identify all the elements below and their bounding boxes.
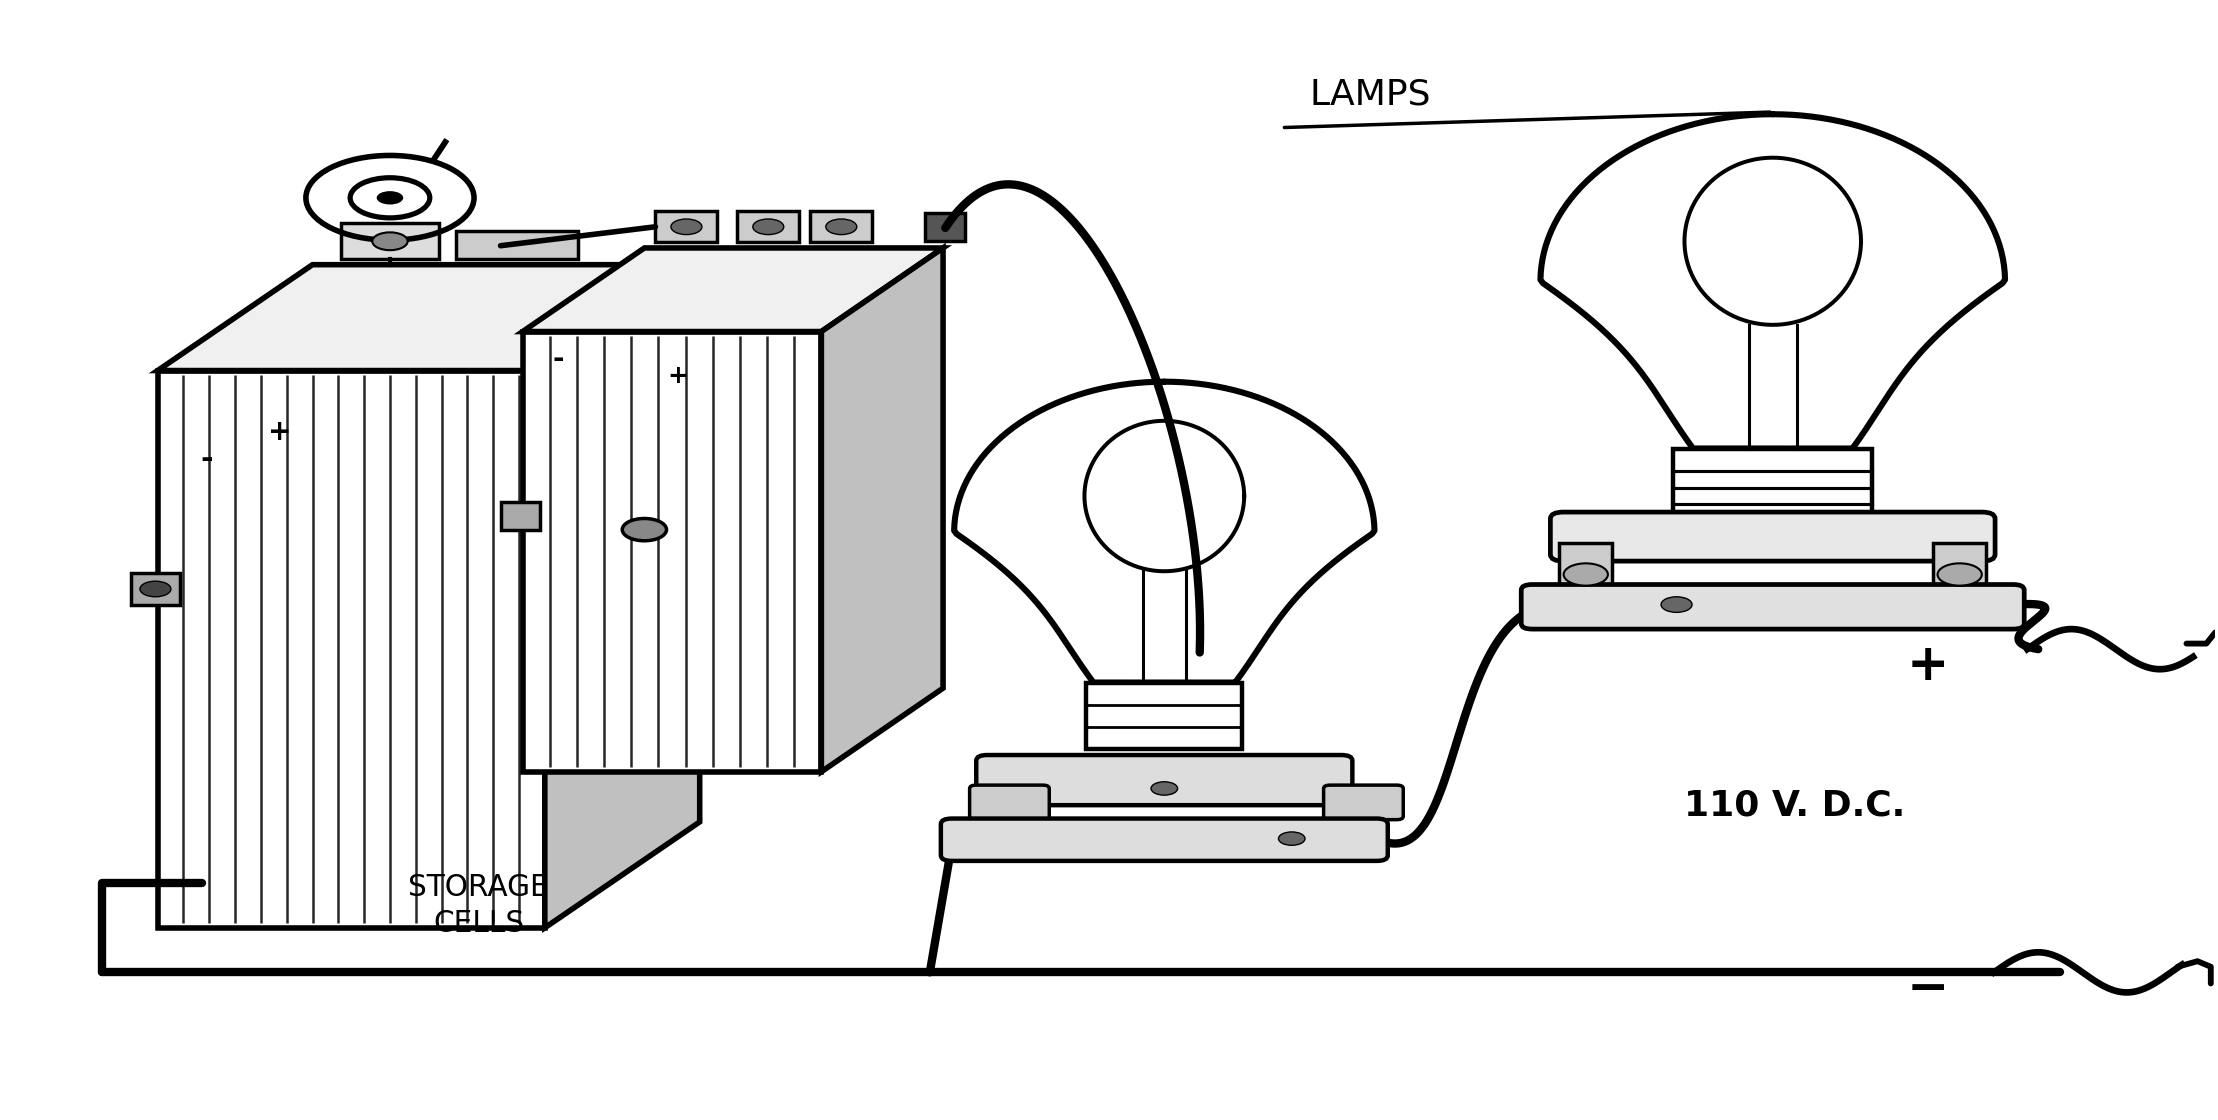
FancyBboxPatch shape xyxy=(1324,785,1404,820)
Circle shape xyxy=(373,232,408,250)
FancyBboxPatch shape xyxy=(969,785,1049,820)
Circle shape xyxy=(140,581,171,597)
Text: 110 V. D.C.: 110 V. D.C. xyxy=(1683,788,1905,822)
Circle shape xyxy=(1278,832,1304,846)
Polygon shape xyxy=(821,248,943,772)
Text: LAMPS: LAMPS xyxy=(1309,77,1431,111)
Circle shape xyxy=(535,233,579,255)
Circle shape xyxy=(623,519,668,541)
Circle shape xyxy=(1939,563,1983,586)
FancyBboxPatch shape xyxy=(1550,512,1994,561)
Polygon shape xyxy=(523,248,943,332)
Text: -: - xyxy=(200,446,213,474)
Text: +: + xyxy=(1907,641,1950,691)
Bar xyxy=(1559,543,1612,588)
Circle shape xyxy=(377,192,404,205)
Circle shape xyxy=(1151,782,1178,795)
Circle shape xyxy=(670,220,701,234)
Bar xyxy=(342,223,439,259)
Circle shape xyxy=(1564,563,1608,586)
Polygon shape xyxy=(546,264,699,927)
FancyBboxPatch shape xyxy=(1522,585,2025,629)
Bar xyxy=(736,212,798,242)
Circle shape xyxy=(825,220,856,234)
Bar xyxy=(1087,682,1242,749)
Text: −: − xyxy=(1907,964,1950,1014)
Bar xyxy=(925,214,965,241)
Bar xyxy=(657,212,716,242)
Polygon shape xyxy=(523,332,821,772)
Bar xyxy=(1672,448,1872,521)
Text: +: + xyxy=(668,364,688,389)
Text: -: - xyxy=(552,345,563,373)
FancyBboxPatch shape xyxy=(976,755,1353,805)
Bar xyxy=(457,231,579,259)
Polygon shape xyxy=(157,264,699,371)
Text: STORAGE
CELLS: STORAGE CELLS xyxy=(408,872,548,937)
Circle shape xyxy=(752,220,783,234)
Bar xyxy=(501,502,541,530)
FancyBboxPatch shape xyxy=(940,819,1388,861)
Text: +: + xyxy=(268,418,291,446)
Bar xyxy=(810,212,872,242)
Bar xyxy=(1934,543,1987,588)
Polygon shape xyxy=(157,371,546,927)
Circle shape xyxy=(1661,597,1692,613)
Bar xyxy=(131,573,180,605)
